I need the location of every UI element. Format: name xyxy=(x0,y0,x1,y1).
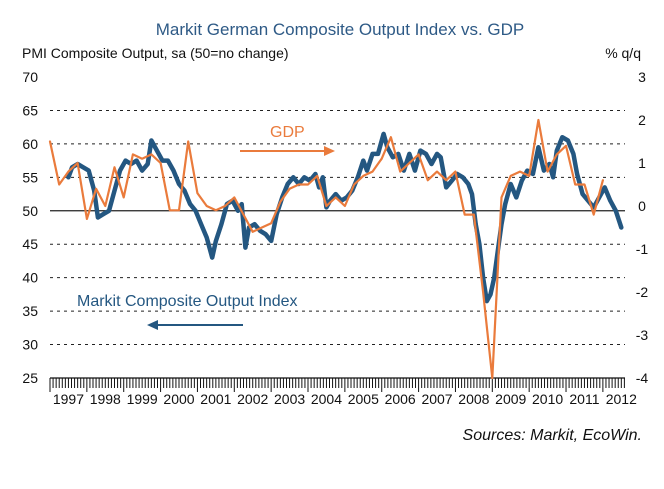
chart-title: Markit German Composite Output Index vs.… xyxy=(156,20,524,39)
gdp-series-label: GDP xyxy=(270,124,305,141)
x-tick-label: 2005 xyxy=(348,391,379,407)
left-tick-label: 30 xyxy=(22,337,38,353)
right-tick-label: -2 xyxy=(636,284,649,300)
left-tick-label: 55 xyxy=(22,169,38,185)
gdp-arrow-icon xyxy=(240,146,335,156)
left-axis-ticks: 25 30 35 40 45 50 55 60 65 70 xyxy=(22,69,38,386)
source-note: Sources: Markit, EcoWin. xyxy=(463,427,642,444)
x-tick-label: 2009 xyxy=(495,391,526,407)
right-tick-label: -1 xyxy=(636,241,649,257)
right-tick-label: 1 xyxy=(638,155,646,171)
grid-lines xyxy=(50,109,625,346)
x-tick-label: 2001 xyxy=(200,391,231,407)
left-tick-label: 60 xyxy=(22,136,38,152)
x-tick-label: 2008 xyxy=(458,391,489,407)
left-tick-label: 40 xyxy=(22,270,38,286)
right-tick-label: 2 xyxy=(638,112,646,128)
right-tick-label: -4 xyxy=(636,370,649,386)
right-tick-label: -3 xyxy=(636,327,649,343)
left-tick-label: 65 xyxy=(22,102,38,118)
x-tick-label: 1998 xyxy=(90,391,121,407)
right-tick-label: 3 xyxy=(638,69,646,85)
pmi-series-label: Markit Composite Output Index xyxy=(77,293,298,310)
left-tick-label: 45 xyxy=(22,236,38,252)
x-tick-label: 2003 xyxy=(274,391,305,407)
pmi-series-line xyxy=(66,131,624,304)
x-tick-label: 2002 xyxy=(237,391,268,407)
right-axis-label: % q/q xyxy=(605,45,641,61)
left-tick-label: 35 xyxy=(22,303,38,319)
right-tick-label: 0 xyxy=(638,198,646,214)
left-tick-label: 25 xyxy=(22,370,38,386)
right-axis-ticks: -4 -3 -2 -1 0 1 2 3 xyxy=(636,69,649,386)
left-axis-label: PMI Composite Output, sa (50=no change) xyxy=(22,45,289,61)
x-tick-label: 2012 xyxy=(606,391,637,407)
x-axis: 1997 1998 1999 2000 2001 2002 2003 2004 2005 2006… xyxy=(49,377,637,407)
gdp-series-line xyxy=(48,118,604,380)
left-tick-label: 70 xyxy=(22,69,38,85)
x-tick-label: 2000 xyxy=(163,391,194,407)
pmi-arrow-icon xyxy=(147,320,243,330)
x-tick-label: 2010 xyxy=(532,391,563,407)
left-tick-label: 50 xyxy=(22,203,38,219)
x-tick-label: 2007 xyxy=(421,391,452,407)
x-tick-label: 2006 xyxy=(385,391,416,407)
x-tick-label: 1997 xyxy=(53,391,84,407)
x-tick-label: 2011 xyxy=(569,391,599,407)
x-tick-label: 2004 xyxy=(311,391,342,407)
x-tick-label: 1999 xyxy=(127,391,158,407)
series-layer xyxy=(48,118,624,380)
